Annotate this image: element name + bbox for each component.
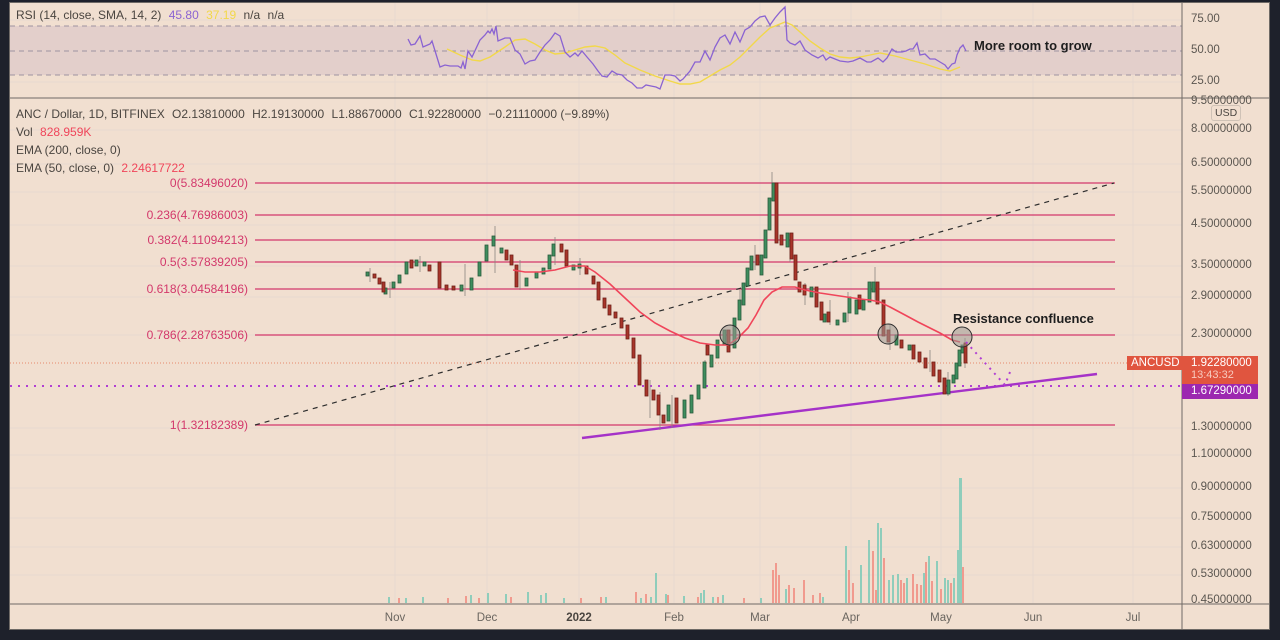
price-axis-label: 4.50000000 bbox=[1191, 218, 1252, 230]
rsi-annotation: More room to grow bbox=[974, 38, 1092, 53]
rsi-axis-75: 75.00 bbox=[1191, 13, 1220, 25]
price-axis-label: 9.50000000 bbox=[1191, 95, 1252, 107]
main-legend-ohlc: ANC / Dollar, 1D, BITFINEX O2.13810000 H… bbox=[16, 107, 613, 121]
low-value: L1.88670000 bbox=[331, 107, 402, 121]
rsi-axis-50: 50.00 bbox=[1191, 44, 1220, 56]
ema200-label: EMA (200, close, 0) bbox=[16, 143, 121, 157]
time-label-apr: Apr bbox=[842, 612, 860, 624]
last-price-value: 1.92280000 bbox=[1191, 357, 1252, 369]
fib-label-0786: 0.786(2.28763506) bbox=[146, 328, 248, 342]
rsi-extra-2: n/a bbox=[267, 8, 285, 22]
fib-label-0618: 0.618(3.04584196) bbox=[146, 282, 248, 296]
price-axis-label: 0.45000000 bbox=[1191, 594, 1252, 606]
ema50-legend: EMA (50, close, 0) 2.24617722 bbox=[16, 161, 189, 175]
time-label-mar: Mar bbox=[750, 612, 770, 624]
volume-legend: Vol 828.959K bbox=[16, 125, 95, 139]
price-axis-label: 2.30000000 bbox=[1191, 328, 1252, 340]
fib-label-0236: 0.236(4.76986003) bbox=[146, 208, 248, 222]
volume-bars bbox=[388, 478, 964, 603]
time-label-jul: Jul bbox=[1125, 612, 1141, 624]
price-axis-label: 1.30000000 bbox=[1191, 421, 1252, 433]
price-axis-label: 8.00000000 bbox=[1191, 123, 1252, 135]
rsi-axis-25: 25.00 bbox=[1191, 75, 1220, 87]
high-value: H2.19130000 bbox=[252, 107, 325, 121]
rsi-sma-value: 37.19 bbox=[206, 8, 237, 22]
last-price-tag: 1.92280000 13:43:32 bbox=[1182, 356, 1258, 384]
close-value: C1.92280000 bbox=[408, 107, 482, 121]
rsi-band-lines bbox=[10, 25, 1182, 76]
symbol-tag: ANCUSD bbox=[1127, 356, 1184, 370]
currency-badge[interactable]: USD bbox=[1211, 105, 1242, 121]
dashed-trendline[interactable] bbox=[254, 182, 1115, 426]
confluence-markers bbox=[719, 323, 973, 348]
ema50-line bbox=[512, 265, 961, 346]
volume-value: 828.959K bbox=[40, 125, 92, 139]
fib-label-0: 0(5.83496020) bbox=[169, 176, 248, 190]
open-value: O2.13810000 bbox=[172, 107, 245, 121]
fib-label-05: 0.5(3.57839205) bbox=[159, 255, 248, 269]
time-label-dec: Dec bbox=[476, 612, 498, 624]
rsi-legend: RSI (14, close, SMA, 14, 2) 45.80 37.19 … bbox=[16, 8, 288, 22]
time-label-jun: Jun bbox=[1023, 612, 1043, 624]
rsi-value: 45.80 bbox=[168, 8, 199, 22]
support-trendline[interactable] bbox=[581, 372, 1098, 440]
time-label-2022: 2022 bbox=[566, 612, 592, 624]
price-axis-label: 0.75000000 bbox=[1191, 511, 1252, 523]
price-axis-label: 2.90000000 bbox=[1191, 290, 1252, 302]
time-label-nov: Nov bbox=[384, 612, 406, 624]
symbol-title: ANC / Dollar, 1D, BITFINEX bbox=[16, 107, 165, 121]
rsi-sma-line bbox=[446, 21, 961, 85]
time-label-may: May bbox=[930, 612, 952, 624]
price-axis-label: 5.50000000 bbox=[1191, 185, 1252, 197]
time-label-feb: Feb bbox=[664, 612, 684, 624]
grid-vertical bbox=[394, 3, 1134, 603]
ema200-legend: EMA (200, close, 0) bbox=[16, 143, 125, 157]
price-axis-label: 1.10000000 bbox=[1191, 448, 1252, 460]
rsi-legend-name: RSI (14, close, SMA, 14, 2) bbox=[16, 8, 162, 22]
price-axis-label: 0.53000000 bbox=[1191, 568, 1252, 580]
price-axis-label: 0.90000000 bbox=[1191, 481, 1252, 493]
price-axis-label: 3.50000000 bbox=[1191, 259, 1252, 271]
change-value: −0.21110000 (−9.89%) bbox=[488, 107, 610, 121]
chart-frame bbox=[9, 2, 1270, 630]
rsi-extra-1: n/a bbox=[243, 8, 261, 22]
fib-label-0382: 0.382(4.11094213) bbox=[147, 233, 248, 247]
grid-horizontal bbox=[10, 19, 1182, 576]
ema50-label: EMA (50, close, 0) bbox=[16, 161, 115, 175]
resistance-annotation: Resistance confluence bbox=[953, 311, 1094, 326]
countdown-timer: 13:43:32 bbox=[1191, 369, 1234, 381]
support-price-value: 1.67290000 bbox=[1191, 385, 1252, 397]
support-price-tag: 1.67290000 bbox=[1182, 384, 1258, 399]
fib-label-1: 1(1.32182389) bbox=[169, 418, 248, 432]
ema50-value: 2.24617722 bbox=[121, 161, 185, 175]
rsi-line bbox=[407, 5, 967, 90]
volume-label: Vol bbox=[16, 125, 33, 139]
price-axis-label: 0.63000000 bbox=[1191, 540, 1252, 552]
price-axis-label: 6.50000000 bbox=[1191, 157, 1252, 169]
